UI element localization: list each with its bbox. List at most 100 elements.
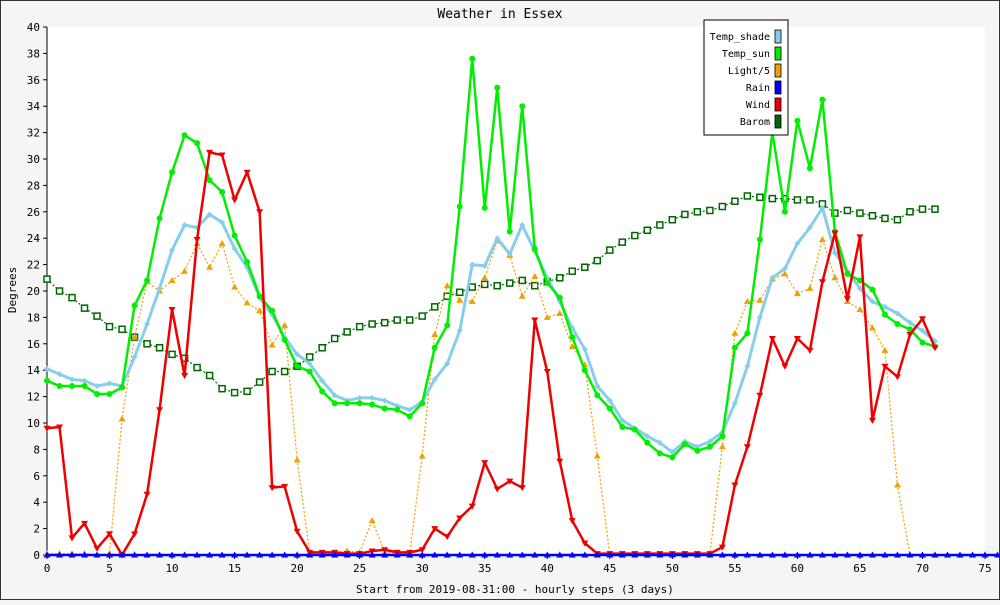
data-point-temp-sun xyxy=(782,209,788,215)
y-tick-label: 38 xyxy=(27,47,40,60)
data-point-barom xyxy=(607,247,613,253)
y-tick-label: 26 xyxy=(27,206,40,219)
data-point-temp-sun xyxy=(69,383,75,389)
data-point-temp-sun xyxy=(207,177,213,183)
data-point-temp-sun xyxy=(119,384,125,390)
data-point-temp-sun xyxy=(594,392,600,398)
data-point-barom xyxy=(169,351,175,357)
x-tick-label: 55 xyxy=(728,562,741,575)
data-point-temp-sun xyxy=(882,312,888,318)
data-point-temp-sun xyxy=(494,85,500,91)
legend-swatch-light-5 xyxy=(775,64,781,77)
y-tick-label: 22 xyxy=(27,259,40,272)
data-point-barom xyxy=(657,222,663,228)
data-point-temp-sun xyxy=(844,271,850,277)
y-tick-label: 8 xyxy=(33,443,40,456)
data-point-barom xyxy=(632,233,638,239)
data-point-barom xyxy=(469,284,475,290)
y-tick-label: 28 xyxy=(27,179,40,192)
data-point-temp-sun xyxy=(94,391,100,397)
data-point-temp-sun xyxy=(382,405,388,411)
data-point-barom xyxy=(344,329,350,335)
data-point-temp-sun xyxy=(482,205,488,211)
data-point-barom xyxy=(757,194,763,200)
y-tick-label: 18 xyxy=(27,311,40,324)
data-point-temp-sun xyxy=(157,215,163,221)
data-point-barom xyxy=(82,305,88,311)
data-point-barom xyxy=(57,288,63,294)
data-point-temp-sun xyxy=(319,388,325,394)
data-point-barom xyxy=(619,239,625,245)
data-point-barom xyxy=(882,215,888,221)
y-tick-label: 34 xyxy=(27,100,41,113)
data-point-barom xyxy=(407,317,413,323)
data-point-temp-sun xyxy=(469,56,475,62)
data-point-temp-sun xyxy=(644,440,650,446)
data-point-temp-sun xyxy=(444,322,450,328)
data-point-barom xyxy=(419,313,425,319)
data-point-barom xyxy=(269,369,275,375)
data-point-barom xyxy=(932,206,938,212)
data-point-temp-sun xyxy=(432,345,438,351)
y-tick-label: 30 xyxy=(27,153,40,166)
x-tick-label: 30 xyxy=(416,562,429,575)
y-tick-label: 40 xyxy=(27,21,40,34)
data-point-barom xyxy=(644,227,650,233)
legend-label-temp-sun: Temp_sun xyxy=(722,49,770,60)
data-point-barom xyxy=(307,354,313,360)
data-point-temp-sun xyxy=(82,383,88,389)
data-point-temp-sun xyxy=(744,330,750,336)
data-point-temp-sun xyxy=(657,450,663,456)
y-tick-label: 0 xyxy=(33,549,40,562)
data-point-temp-sun xyxy=(107,391,113,397)
x-tick-label: 35 xyxy=(478,562,491,575)
legend-swatch-wind xyxy=(775,98,781,111)
data-point-temp-sun xyxy=(169,169,175,175)
data-point-barom xyxy=(869,213,875,219)
data-point-temp-sun xyxy=(544,280,550,286)
data-point-temp-sun xyxy=(557,295,563,301)
data-point-temp-sun xyxy=(607,405,613,411)
data-point-temp-sun xyxy=(919,339,925,345)
data-point-barom xyxy=(719,204,725,210)
data-point-temp-sun xyxy=(519,103,525,109)
data-point-barom xyxy=(507,280,513,286)
data-point-temp-sun xyxy=(707,444,713,450)
data-point-barom xyxy=(557,275,563,281)
data-point-temp-sun xyxy=(182,132,188,138)
data-point-barom xyxy=(807,197,813,203)
data-point-temp-sun xyxy=(44,378,50,384)
data-point-barom xyxy=(494,283,500,289)
data-point-temp-sun xyxy=(732,345,738,351)
data-point-barom xyxy=(232,390,238,396)
data-point-barom xyxy=(369,321,375,327)
data-point-temp-sun xyxy=(757,237,763,243)
data-point-barom xyxy=(744,193,750,199)
data-point-barom xyxy=(69,295,75,301)
data-point-temp-sun xyxy=(332,400,338,406)
data-point-barom xyxy=(894,217,900,223)
data-point-barom xyxy=(119,326,125,332)
data-point-barom xyxy=(694,209,700,215)
x-tick-label: 20 xyxy=(291,562,304,575)
data-point-barom xyxy=(207,372,213,378)
y-tick-label: 4 xyxy=(33,496,40,509)
plot-area xyxy=(47,27,985,555)
data-point-barom xyxy=(44,276,50,282)
y-tick-label: 14 xyxy=(27,364,41,377)
x-tick-label: 5 xyxy=(106,562,113,575)
data-point-temp-sun xyxy=(569,334,575,340)
y-tick-label: 2 xyxy=(33,523,40,536)
x-axis-title: Start from 2019-08-31:00 - hourly steps … xyxy=(356,583,674,596)
data-point-barom xyxy=(107,324,113,330)
data-point-barom xyxy=(519,277,525,283)
x-tick-label: 40 xyxy=(541,562,554,575)
x-tick-label: 70 xyxy=(916,562,929,575)
data-point-barom xyxy=(682,211,688,217)
y-tick-label: 16 xyxy=(27,338,40,351)
data-point-temp-sun xyxy=(369,402,375,408)
legend-label-temp-shade: Temp_shade xyxy=(710,32,770,43)
data-point-temp-sun xyxy=(282,337,288,343)
